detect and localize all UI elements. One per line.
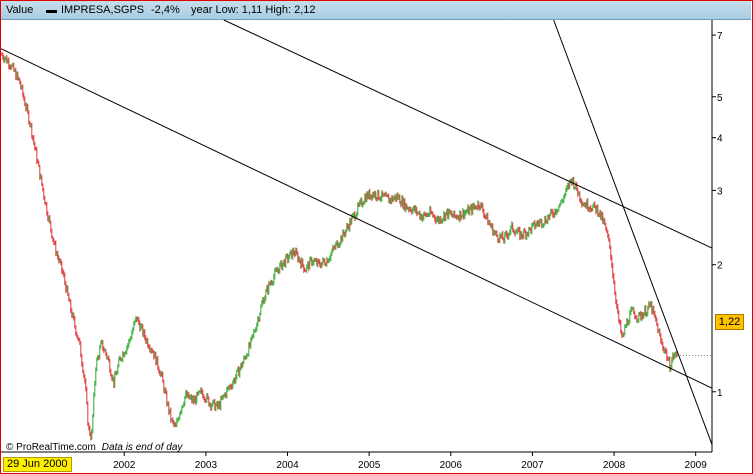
y-tick-label: 5 [717,93,723,104]
x-tick-label: 2002 [113,460,136,471]
y-tick-label: 2 [717,261,723,272]
trendline [0,48,713,389]
price-change: -2,4% [151,4,180,16]
x-tick-label: 2005 [358,460,381,471]
chart-header: Value IMPRESA,SGPS -2,4% year Low: 1,11 … [1,1,751,20]
y-tick-label: 3 [717,186,723,197]
price-candles [1,52,712,441]
trendline [553,19,713,445]
start-date-badge: 29 Jun 2000 [3,457,72,472]
last-price-badge: 1,22 [715,314,744,330]
x-tick-label: 2009 [685,460,708,471]
y-tick-label: 4 [717,134,723,145]
x-tick-label: 2008 [603,460,626,471]
x-tick-label: 2007 [521,460,544,471]
x-tick-label: 2006 [440,460,463,471]
y-tick-label: 7 [717,31,723,42]
header-value-label: Value [6,4,34,16]
source-credit: © ProRealTime.com [6,442,96,453]
chart-axes [1,20,713,453]
trendlines [0,19,713,445]
trendline [223,19,713,249]
tick-labels: 1 2 3 4 5 7 2002 2003 2004 2005 2006 2007 2008 2009 [113,31,723,471]
instrument-name: IMPRESA,SGPS [61,4,145,16]
x-tick-label: 2004 [276,460,299,471]
year-range: year Low: 1,11 High: 2,12 [191,4,316,16]
y-tick-label: 1 [717,388,723,399]
legend-swatch [46,10,57,13]
x-tick-label: 2003 [195,460,218,471]
chart-footer: © ProRealTime.com Data is end of day [6,442,182,453]
data-note: Data is end of day [101,442,183,453]
